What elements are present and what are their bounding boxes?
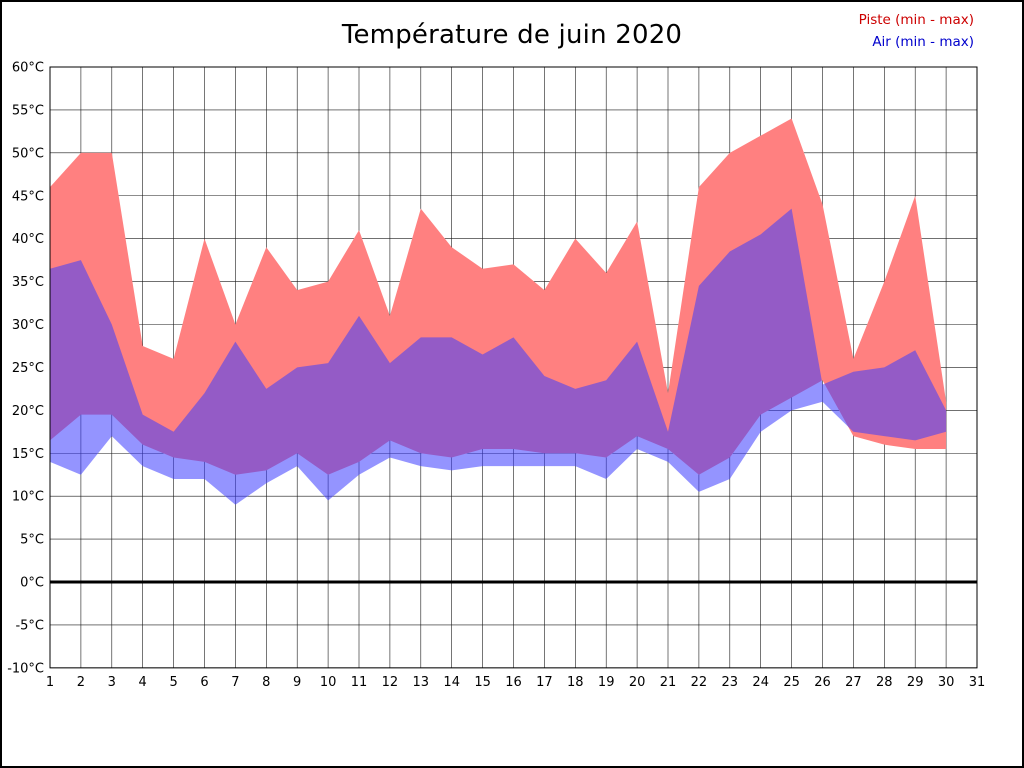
x-tick-label: 25 [783, 675, 800, 690]
x-tick-label: 21 [660, 675, 677, 690]
x-tick-label: 11 [351, 675, 368, 690]
x-tick-label: 20 [629, 675, 646, 690]
x-tick-label: 8 [262, 675, 270, 690]
x-tick-label: 1 [46, 675, 54, 690]
x-tick-label: 15 [474, 675, 491, 690]
y-tick-label: 5°C [20, 533, 44, 548]
y-tick-label: -5°C [15, 618, 44, 633]
x-tick-label: 30 [938, 675, 955, 690]
x-tick-label: 27 [845, 675, 862, 690]
x-tick-label: 6 [200, 675, 208, 690]
y-tick-label: 0°C [20, 576, 44, 591]
x-tick-label: 5 [169, 675, 177, 690]
x-tick-label: 18 [567, 675, 584, 690]
x-tick-label: 28 [876, 675, 893, 690]
x-tick-label: 17 [536, 675, 553, 690]
y-tick-label: 25°C [12, 361, 44, 376]
x-tick-label: 2 [77, 675, 85, 690]
x-tick-label: 19 [598, 675, 615, 690]
y-tick-label: 30°C [12, 318, 44, 333]
x-tick-label: 4 [139, 675, 147, 690]
legend-item-air: Air (min - max) [872, 33, 974, 50]
y-tick-label: 55°C [12, 103, 44, 118]
plot-border [49, 66, 978, 669]
y-tick-label: 20°C [12, 404, 44, 419]
x-tick-label: 22 [691, 675, 708, 690]
x-tick-label: 16 [505, 675, 522, 690]
y-tick-label: 10°C [12, 490, 44, 505]
y-tick-label: 15°C [12, 447, 44, 462]
y-tick-label: 50°C [12, 146, 44, 161]
x-tick-label: 23 [722, 675, 739, 690]
x-axis-labels: 1 2 3 4 5 6 7 8 9 10 11 12 13 14 15 16 17 18 19 20 21 22 23 24 2… [46, 675, 985, 690]
legend-item-piste: Piste (min - max) [858, 12, 974, 28]
x-tick-label: 7 [231, 675, 239, 690]
y-tick-label: 45°C [12, 189, 44, 204]
legend: Piste (min - max) Air (min - max) [859, 10, 974, 53]
x-tick-label: 12 [382, 675, 399, 690]
x-tick-label: 13 [413, 675, 430, 690]
x-tick-label: 10 [320, 675, 337, 690]
y-tick-label: 60°C [12, 61, 44, 76]
y-axis-labels: 60°C 55°C 50°C 45°C 40°C 35°C 30°C 25°C 20°C 15°C… [7, 61, 44, 677]
x-tick-label: 31 [969, 675, 986, 690]
x-tick-label: 9 [293, 675, 301, 690]
x-tick-label: 14 [443, 675, 460, 690]
air-band [50, 208, 947, 505]
x-tick-label: 24 [752, 675, 769, 690]
y-tick-label: -10°C [7, 661, 44, 676]
x-tick-label: 3 [108, 675, 116, 690]
y-tick-label: 35°C [12, 275, 44, 290]
x-tick-label: 26 [814, 675, 831, 690]
x-tick-label: 29 [907, 675, 924, 690]
y-tick-label: 40°C [12, 232, 44, 247]
chart-title: Température de juin 2020 [341, 20, 683, 50]
